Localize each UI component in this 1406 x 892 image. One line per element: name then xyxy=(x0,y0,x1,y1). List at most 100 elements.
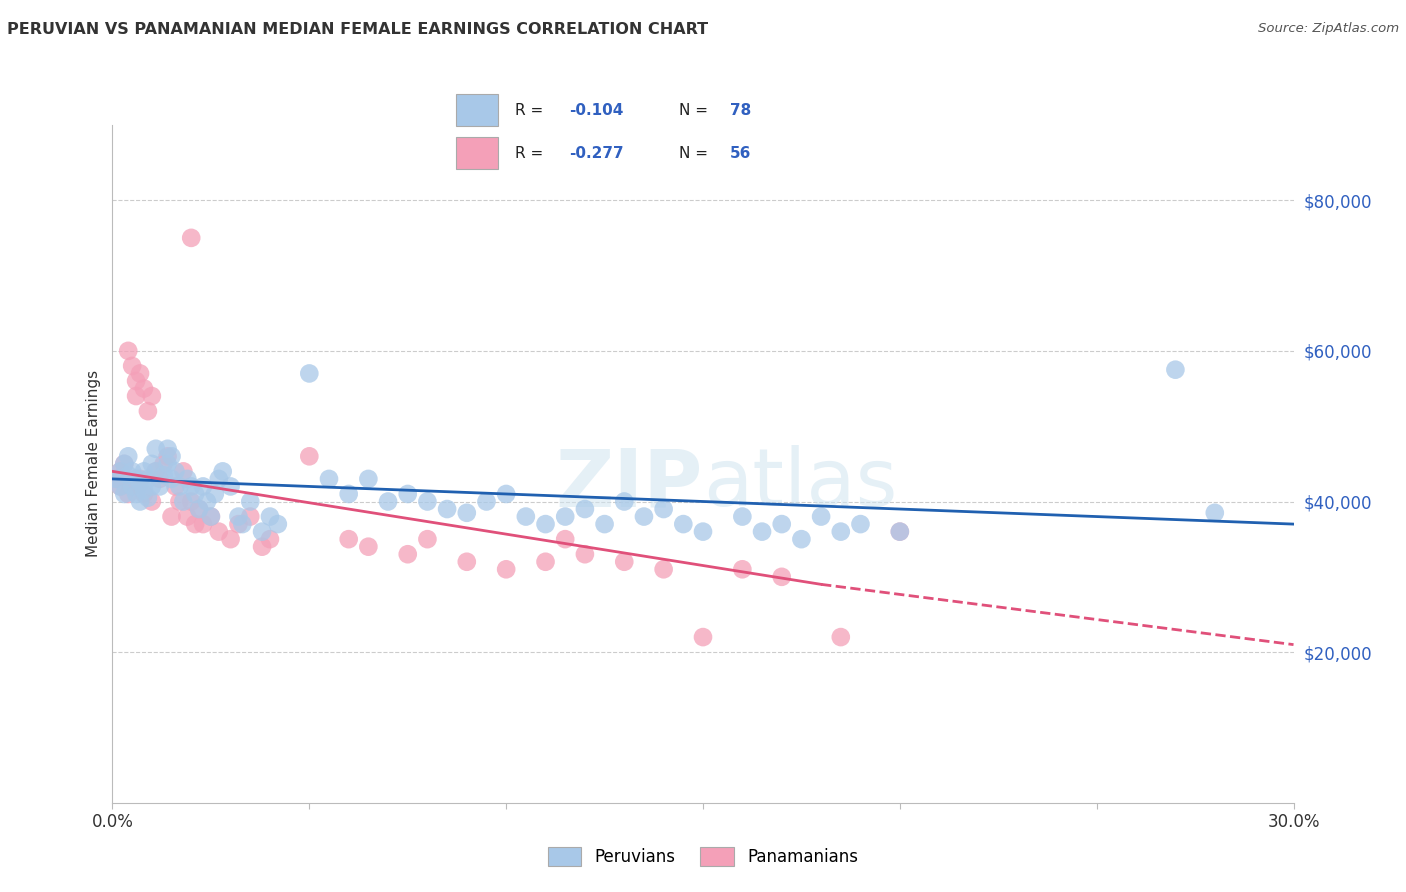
Point xyxy=(129,494,152,508)
Text: 56: 56 xyxy=(730,145,751,161)
FancyBboxPatch shape xyxy=(456,95,498,126)
Point xyxy=(574,502,596,516)
Point xyxy=(191,517,214,532)
Point xyxy=(110,464,132,478)
Point xyxy=(416,494,439,508)
Point xyxy=(169,479,191,493)
Point xyxy=(259,509,281,524)
Point xyxy=(160,509,183,524)
Point xyxy=(357,472,380,486)
Point xyxy=(110,464,132,478)
FancyBboxPatch shape xyxy=(456,137,498,169)
Point xyxy=(132,487,155,501)
Point xyxy=(298,450,321,464)
Point xyxy=(105,472,128,486)
Point xyxy=(112,457,135,471)
Point xyxy=(731,562,754,576)
Point xyxy=(692,524,714,539)
Point xyxy=(110,479,132,493)
Point xyxy=(188,502,211,516)
Point xyxy=(132,382,155,396)
Point xyxy=(475,494,498,508)
Point xyxy=(125,389,148,403)
Point xyxy=(176,509,198,524)
Point xyxy=(613,494,636,508)
Point xyxy=(176,472,198,486)
Point xyxy=(377,494,399,508)
Point xyxy=(121,479,143,493)
Point xyxy=(152,457,174,471)
Point xyxy=(172,464,194,478)
Point xyxy=(396,547,419,561)
Point xyxy=(105,472,128,486)
Point xyxy=(830,630,852,644)
Point xyxy=(208,472,231,486)
Text: PERUVIAN VS PANAMANIAN MEDIAN FEMALE EARNINGS CORRELATION CHART: PERUVIAN VS PANAMANIAN MEDIAN FEMALE EAR… xyxy=(7,22,709,37)
Point xyxy=(267,517,290,532)
Point xyxy=(219,479,242,493)
Point xyxy=(456,506,478,520)
Text: R =: R = xyxy=(515,103,548,118)
Point xyxy=(770,570,793,584)
Point xyxy=(136,491,159,505)
Point xyxy=(770,517,793,532)
Point xyxy=(180,231,202,245)
Point xyxy=(554,532,576,546)
Point xyxy=(790,532,813,546)
Legend: Peruvians, Panamanians: Peruvians, Panamanians xyxy=(541,840,865,872)
Point xyxy=(515,509,537,524)
Point xyxy=(156,442,179,456)
Point xyxy=(534,555,557,569)
Point xyxy=(259,532,281,546)
Text: -0.277: -0.277 xyxy=(569,145,624,161)
Point xyxy=(593,517,616,532)
Point xyxy=(112,487,135,501)
Point xyxy=(219,532,242,546)
Point xyxy=(112,472,135,486)
Point xyxy=(204,487,226,501)
Point xyxy=(200,509,222,524)
Point xyxy=(156,457,179,471)
Point xyxy=(136,472,159,486)
Point xyxy=(145,464,167,478)
Point xyxy=(357,540,380,554)
Point xyxy=(250,524,273,539)
Point xyxy=(396,487,419,501)
Point xyxy=(160,472,183,486)
Text: ZIP: ZIP xyxy=(555,445,703,524)
Point xyxy=(165,464,187,478)
Text: Source: ZipAtlas.com: Source: ZipAtlas.com xyxy=(1258,22,1399,36)
Point xyxy=(129,475,152,490)
Point xyxy=(125,472,148,486)
Point xyxy=(208,524,231,539)
Point xyxy=(129,472,152,486)
Point xyxy=(110,479,132,493)
Point xyxy=(830,524,852,539)
Point xyxy=(613,555,636,569)
Point xyxy=(145,442,167,456)
Point xyxy=(125,487,148,501)
Point xyxy=(298,367,321,381)
Point xyxy=(337,487,360,501)
Text: atlas: atlas xyxy=(703,445,897,524)
Point xyxy=(889,524,911,539)
Point xyxy=(184,517,207,532)
Point xyxy=(180,479,202,493)
Point xyxy=(156,450,179,464)
Point xyxy=(141,389,163,403)
Point xyxy=(121,479,143,493)
Point xyxy=(250,540,273,554)
Text: R =: R = xyxy=(515,145,548,161)
Point xyxy=(188,502,211,516)
Point xyxy=(172,494,194,508)
Point xyxy=(129,367,152,381)
Point xyxy=(672,517,695,532)
Point xyxy=(239,509,262,524)
Text: 78: 78 xyxy=(730,103,751,118)
Point xyxy=(633,509,655,524)
Text: -0.104: -0.104 xyxy=(569,103,624,118)
Point xyxy=(180,494,202,508)
Point xyxy=(121,359,143,373)
Point xyxy=(751,524,773,539)
Point xyxy=(534,517,557,532)
